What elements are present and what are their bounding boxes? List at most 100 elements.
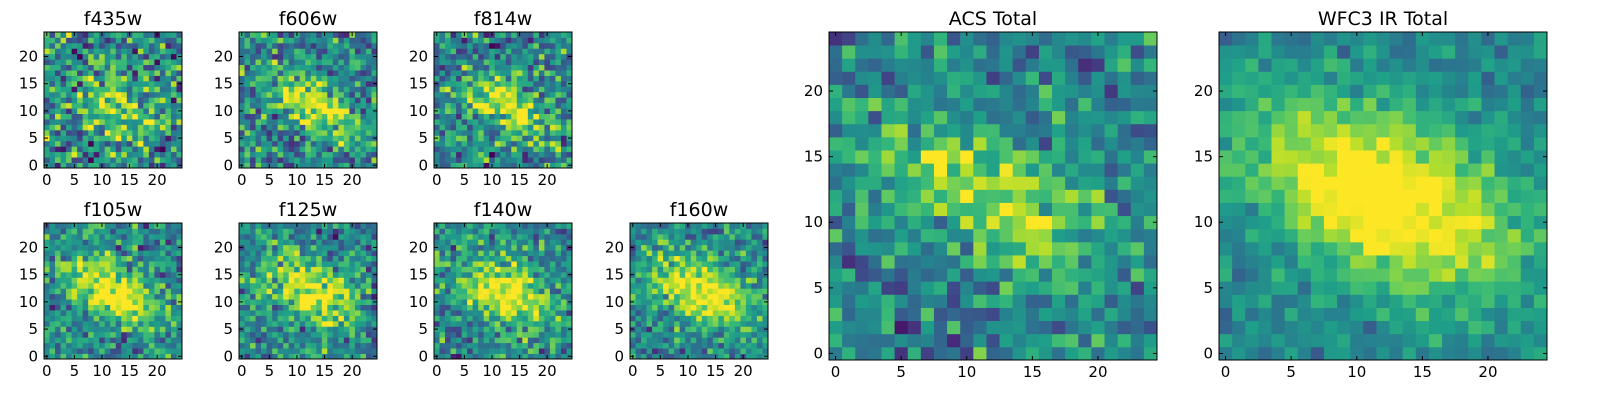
heatmap-cell: [538, 304, 545, 311]
heatmap-cell: [343, 271, 350, 278]
heatmap-cell: [723, 288, 730, 295]
heatmap-cell: [338, 233, 345, 240]
y-tick-label: 10: [19, 293, 38, 311]
heatmap-cell: [657, 261, 664, 267]
heatmap-cell: [60, 59, 67, 66]
heatmap-cell: [1117, 281, 1132, 295]
heatmap-cell: [354, 342, 361, 349]
heatmap-cell: [288, 353, 295, 360]
heatmap-cell: [478, 310, 485, 316]
heatmap-cell: [137, 53, 144, 60]
heatmap-cell: [555, 326, 562, 333]
heatmap-cell: [544, 42, 551, 49]
heatmap-cell: [1052, 320, 1066, 335]
heatmap-cell: [310, 140, 317, 147]
heatmap-cell: [110, 223, 117, 229]
heatmap-cell: [338, 119, 345, 125]
heatmap-cell: [500, 129, 507, 136]
heatmap-cell: [170, 59, 177, 66]
heatmap-cell: [855, 176, 869, 190]
heatmap-cell: [77, 288, 84, 295]
heatmap-cell: [143, 271, 150, 278]
heatmap-cell: [549, 146, 556, 153]
heatmap-cell: [740, 233, 747, 240]
heatmap-cell: [316, 304, 323, 311]
heatmap-cell: [434, 342, 440, 349]
heatmap-cell: [165, 315, 172, 322]
heatmap-cell: [472, 353, 479, 360]
heatmap-cell: [244, 151, 251, 158]
heatmap-cell: [566, 113, 573, 120]
heatmap-cell: [126, 239, 133, 246]
heatmap-cell: [170, 80, 177, 87]
heatmap-cell: [338, 271, 345, 278]
heatmap-cell: [321, 233, 328, 240]
heatmap-cell: [360, 282, 367, 289]
heatmap-cell: [986, 189, 1000, 203]
heatmap-cell: [49, 53, 56, 60]
heatmap-cell: [244, 266, 251, 273]
heatmap-cell: [1078, 281, 1092, 295]
heatmap-cell: [261, 337, 267, 344]
heatmap-cell: [239, 48, 245, 55]
heatmap-cell: [239, 140, 245, 147]
heatmap-cell: [66, 129, 72, 136]
heatmap-cell: [261, 326, 267, 333]
heatmap-cell: [316, 119, 323, 125]
heatmap-cell: [277, 288, 284, 295]
heatmap-cell: [126, 250, 133, 257]
heatmap-cell: [88, 135, 95, 142]
heatmap-cell: [685, 299, 692, 305]
heatmap-cell: [555, 255, 562, 262]
heatmap-cell: [99, 59, 106, 66]
heatmap-cell: [566, 146, 573, 153]
heatmap-cell: [310, 282, 317, 289]
heatmap-cell: [272, 315, 279, 322]
heatmap-cell: [1038, 228, 1053, 243]
heatmap-cell: [343, 255, 350, 262]
heatmap-cell: [272, 304, 279, 311]
heatmap-cell: [299, 59, 306, 66]
heatmap-cell: [538, 266, 545, 273]
heatmap-cell: [255, 223, 262, 229]
heatmap-cell: [137, 119, 144, 125]
heatmap-cell: [701, 299, 708, 305]
x-tick-label: 15: [510, 362, 529, 380]
heatmap-cell: [283, 140, 290, 147]
heatmap-cell: [170, 75, 177, 82]
heatmap-cell: [77, 119, 84, 125]
heatmap-cell: [920, 255, 935, 269]
heatmap-cell: [288, 91, 295, 98]
heatmap-cell: [560, 315, 567, 322]
heatmap-cell: [842, 268, 856, 282]
heatmap-cell: [690, 299, 697, 305]
y-tick-label: 15: [409, 75, 428, 93]
heatmap-cell: [305, 102, 312, 109]
heatmap-cell: [305, 86, 312, 93]
heatmap-cell: [88, 108, 95, 114]
heatmap-cell: [338, 293, 345, 300]
heatmap-cell: [239, 293, 245, 300]
heatmap-cell: [701, 288, 708, 295]
heatmap-cell: [44, 261, 50, 267]
heatmap-cell: [522, 146, 529, 153]
heatmap-cell: [343, 320, 350, 327]
heatmap-cell: [165, 348, 172, 354]
heatmap-cell: [349, 113, 356, 120]
heatmap-cell: [115, 129, 122, 136]
heatmap-cell: [55, 124, 61, 131]
heatmap-cell: [143, 32, 150, 38]
heatmap-cell: [657, 326, 664, 333]
y-tick-label: 15: [19, 266, 38, 284]
heatmap-cell: [920, 150, 935, 164]
heatmap-cell: [165, 266, 172, 273]
heatmap-cell: [538, 244, 545, 251]
heatmap-cell: [450, 64, 457, 71]
heatmap-cell: [973, 202, 987, 217]
heatmap-cell: [93, 146, 100, 153]
heatmap-cell: [110, 32, 117, 38]
heatmap-cell: [60, 342, 67, 349]
heatmap-cell: [365, 80, 372, 87]
heatmap-cell: [723, 239, 730, 246]
heatmap-cell: [756, 331, 763, 338]
